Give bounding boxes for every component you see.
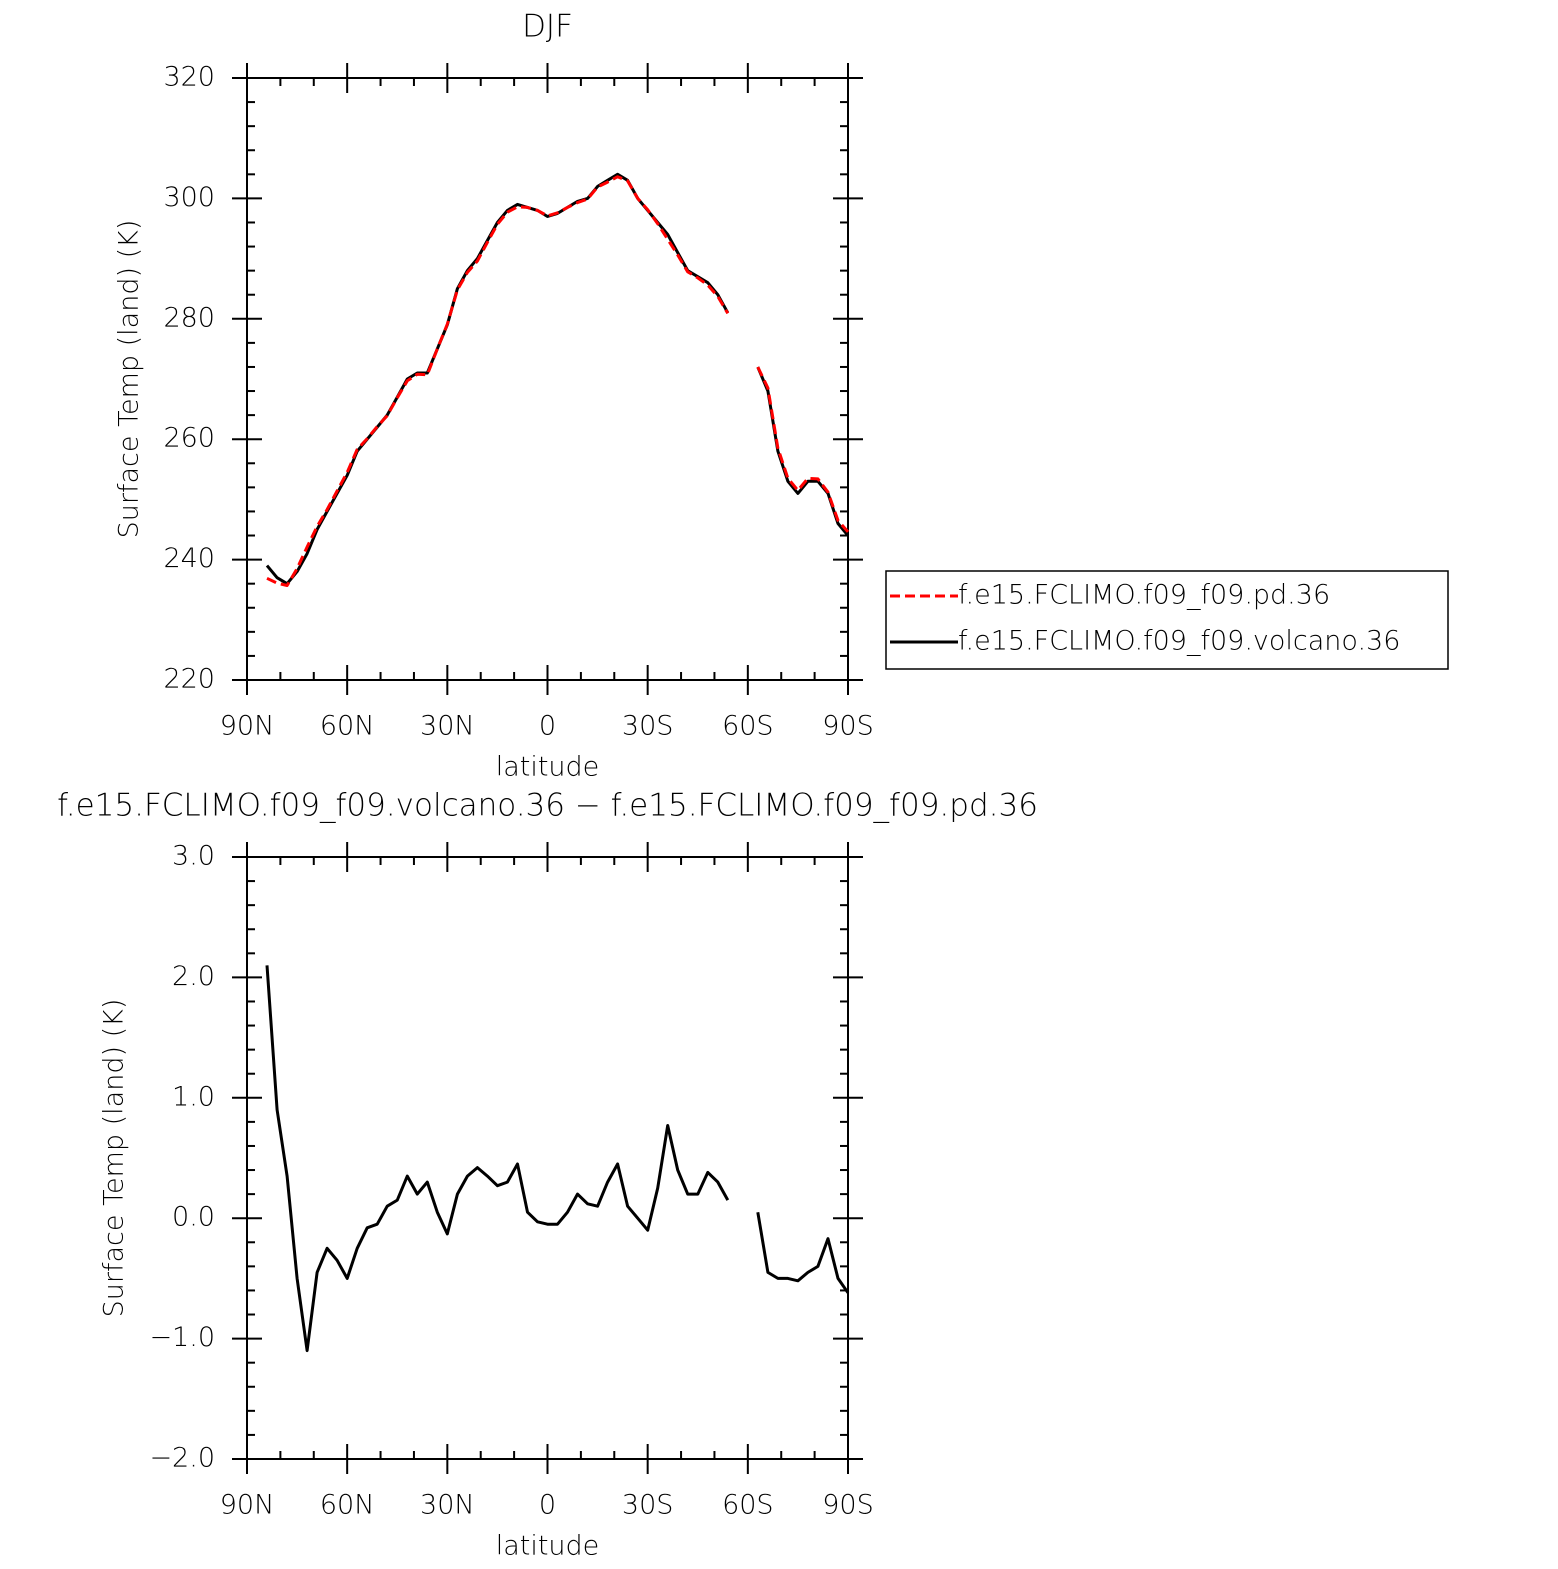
data-line [265,965,850,1353]
legend-label: f.e15.FCLIMO.f09_f09.volcano.36 [958,626,1400,657]
x-axis-label: latitude [496,752,600,783]
y-tick-label: −2.0 [149,1443,215,1474]
y-tick-label: 2.0 [172,961,215,992]
x-tick-label: 60S [722,1490,774,1521]
plot-frame [246,856,849,1460]
x-tick-label: 0 [539,1490,556,1521]
y-axis-label: Surface Temp (land) (K) [99,999,130,1318]
y-tick-label: 0.0 [172,1202,215,1233]
data-line [266,175,850,587]
plot-frame [246,77,849,681]
y-axis-label: Surface Temp (land) (K) [114,220,145,539]
x-tick-label: 90S [822,1490,874,1521]
y-tick-label: 320 [163,62,215,93]
chart-title: f.e15.FCLIMO.f09_f09.volcano.36 − f.e15.… [57,788,1038,824]
x-tick-label: 90S [822,711,874,742]
x-tick-label: 60N [320,1490,375,1521]
y-tick-label: 280 [163,302,215,333]
x-axis-label: latitude [496,1531,600,1562]
data-line [265,172,850,586]
x-tick-label: 30N [420,1490,475,1521]
y-tick-label: 240 [163,543,215,574]
y-tick-label: 3.0 [172,841,215,872]
x-tick-label: 30S [622,711,674,742]
x-tick-label: 30S [622,1490,674,1521]
y-tick-label: 220 [163,664,215,695]
chart-title: DJF [522,9,573,45]
y-tick-label: 1.0 [172,1081,215,1112]
y-tick-label: −1.0 [149,1322,215,1353]
y-tick-label: 300 [163,182,215,213]
legend-label: f.e15.FCLIMO.f09_f09.pd.36 [958,580,1330,611]
x-tick-label: 30N [420,711,475,742]
x-tick-label: 90N [220,711,275,742]
y-tick-label: 260 [163,423,215,454]
legend-box [885,570,1449,670]
x-tick-label: 60S [722,711,774,742]
x-tick-label: 90N [220,1490,275,1521]
x-tick-label: 0 [539,711,556,742]
x-tick-label: 60N [320,711,375,742]
